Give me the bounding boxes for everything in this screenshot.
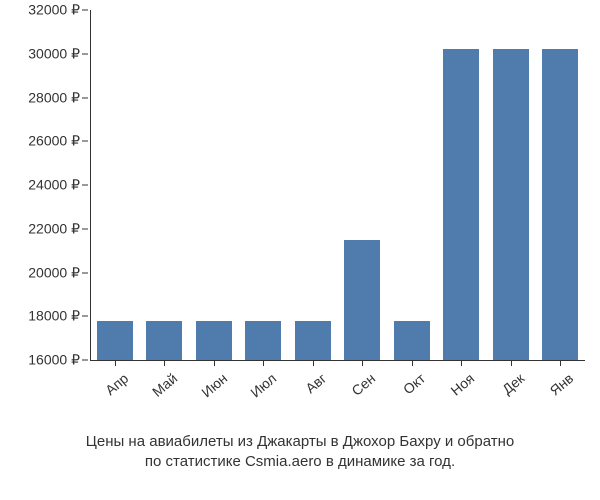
x-tick-label: Май [143,370,181,405]
caption-line-1: Цены на авиабилеты из Джакарты в Джохор … [86,433,514,450]
y-tick-label: 30000 ₽ [28,45,80,62]
x-tick-mark [412,360,413,366]
x-tick-label: Июл [242,370,280,405]
x-tick-label: Июн [192,370,230,405]
y-tick-mark [82,141,88,142]
x-tick-label: Ноя [440,370,478,405]
bar [493,49,529,360]
x-axis: Апр Май Июн Июл Авг Сен Окт Ноя Дек Янв [90,360,585,430]
x-tick-label: Сен [341,370,379,405]
x-tick-mark [461,360,462,366]
x-tick-mark [313,360,314,366]
chart-caption: Цены на авиабилеты из Джакарты в Джохор … [0,432,600,473]
x-tick-label: Дек [489,370,527,405]
y-tick-label: 22000 ₽ [28,220,80,237]
x-tick-label: Авг [291,370,329,405]
bar [443,49,479,360]
x-tick-mark [115,360,116,366]
plot-area [90,10,585,360]
y-tick-label: 32000 ₽ [28,2,80,19]
x-tick-label: Апр [93,370,131,405]
x-tick-label: Янв [539,370,577,405]
bar [146,321,182,360]
y-tick-mark [82,360,88,361]
y-tick-mark [82,272,88,273]
bar [97,321,133,360]
bar [394,321,430,360]
x-tick-mark [263,360,264,366]
x-tick-mark [362,360,363,366]
x-tick-mark [164,360,165,366]
x-tick-mark [560,360,561,366]
x-tick-label: Окт [390,370,428,405]
y-tick-mark [82,228,88,229]
y-tick-mark [82,97,88,98]
y-axis: 16000 ₽18000 ₽20000 ₽22000 ₽24000 ₽26000… [0,10,88,360]
caption-line-2: по статистике Csmia.aero в динамике за г… [145,453,455,470]
y-tick-label: 28000 ₽ [28,89,80,106]
y-tick-label: 16000 ₽ [28,352,80,369]
y-tick-mark [82,185,88,186]
y-tick-mark [82,10,88,11]
y-tick-mark [82,53,88,54]
bar [344,240,380,360]
bar [196,321,232,360]
y-tick-label: 24000 ₽ [28,177,80,194]
bar [542,49,578,360]
y-tick-label: 18000 ₽ [28,308,80,325]
bar [295,321,331,360]
bar [245,321,281,360]
x-tick-mark [214,360,215,366]
x-tick-mark [511,360,512,366]
y-tick-label: 26000 ₽ [28,133,80,150]
bars-group [90,10,585,360]
price-chart: 16000 ₽ 18000 ₽ 20000 ₽ 22000 ₽ 24000 ₽ 26000… [0,0,600,500]
y-tick-mark [82,316,88,317]
y-tick-label: 20000 ₽ [28,264,80,281]
